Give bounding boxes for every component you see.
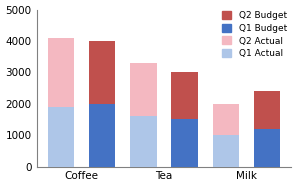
- Bar: [89, 104, 116, 167]
- Bar: [254, 91, 280, 129]
- Bar: [130, 116, 157, 167]
- Bar: [48, 38, 74, 107]
- Bar: [254, 129, 280, 167]
- Bar: [48, 107, 74, 167]
- Bar: [213, 135, 239, 167]
- Bar: [171, 72, 198, 119]
- Bar: [89, 41, 116, 104]
- Bar: [130, 63, 157, 116]
- Bar: [171, 119, 198, 167]
- Bar: [213, 104, 239, 135]
- Legend: Q2 Budget, Q1 Budget, Q2 Actual, Q1 Actual: Q2 Budget, Q1 Budget, Q2 Actual, Q1 Actu…: [222, 11, 287, 58]
